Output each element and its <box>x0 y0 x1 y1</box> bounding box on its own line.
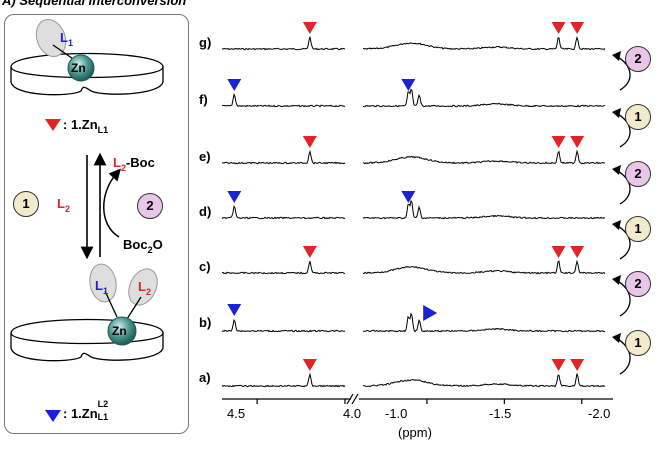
tick-label-minus-1-5: -1.5 <box>489 406 512 421</box>
nmr-stack-plot <box>221 22 631 405</box>
marker-b-1 <box>227 304 242 316</box>
step-arrowhead-2 <box>612 165 621 175</box>
marker-g-3 <box>570 22 585 34</box>
trace-label-a: a) <box>199 370 211 385</box>
trace-c-left-segment <box>221 260 346 275</box>
top-macrocycle <box>10 19 164 96</box>
step-badge-c: 2 <box>625 271 651 297</box>
marker-c-1 <box>302 246 317 258</box>
scheme-drawing <box>10 19 164 422</box>
nmr-spectra-panel <box>190 0 660 446</box>
trace-f-left-segment <box>221 92 346 108</box>
trace-label-d: d) <box>199 204 212 219</box>
step-badge-b: 1 <box>625 330 651 356</box>
tick-label-4-5: 4.5 <box>227 406 246 421</box>
marker-b-2 <box>423 305 438 321</box>
step-arrow-1 <box>615 112 631 148</box>
marker-e-1 <box>302 136 317 148</box>
step-arrowhead-1 <box>612 108 621 118</box>
step-arrow-3 <box>615 224 631 260</box>
marker-e-3 <box>570 136 585 148</box>
red-marker-icon <box>45 119 61 131</box>
marker-a-3 <box>570 359 585 371</box>
step-arrowhead-4 <box>612 275 621 285</box>
trace-e-right-segment <box>362 149 606 165</box>
trace-c-right-segment <box>362 259 606 275</box>
reaction-scheme-panel: L1 Zn : 1.ZnL1 1 L2 2 L2-Boc Boc2O L1 L2… <box>4 14 189 434</box>
step-arrow-5 <box>615 337 631 375</box>
marker-d-1 <box>227 191 242 203</box>
step-arrow-2 <box>615 169 631 205</box>
marker-g-2 <box>551 22 566 34</box>
step-arrowhead-3 <box>612 220 621 230</box>
trace-e-left-segment <box>221 149 346 165</box>
step-badge-d: 1 <box>625 216 651 242</box>
tick-label-minus-2-0: -2.0 <box>588 406 611 421</box>
l2-reagent-label: L2 <box>57 196 70 214</box>
trace-a-right-segment <box>362 373 606 388</box>
figure-heading: A) Sequential interconversion <box>2 0 187 8</box>
top-legend: : 1.ZnL1 <box>63 117 109 135</box>
marker-a-1 <box>302 359 317 371</box>
boc2o-reagent-label: Boc2O <box>123 237 163 255</box>
top-metal-label: Zn <box>71 61 86 75</box>
trace-d-left-segment <box>221 205 346 220</box>
step-arrow-4 <box>615 279 631 317</box>
trace-g-right-segment <box>362 35 606 51</box>
trace-label-b: b) <box>199 315 212 330</box>
boc-curved-arrow <box>103 168 122 238</box>
trace-label-c: c) <box>199 259 211 274</box>
step-badge-g: 2 <box>625 46 651 72</box>
step-arrowhead-0 <box>612 51 621 61</box>
step-badge-f: 1 <box>625 104 651 130</box>
trace-label-g: g) <box>199 35 212 50</box>
axis-break-mark-1 <box>346 393 354 405</box>
marker-a-2 <box>551 359 566 371</box>
trace-b-left-segment <box>221 318 346 333</box>
step-badge-e: 2 <box>625 161 651 187</box>
step-arrow-0 <box>615 55 631 91</box>
x-axis-title: (ppm) <box>398 425 432 440</box>
step-one-badge: 1 <box>13 191 39 217</box>
trace-f-right-segment <box>362 88 605 108</box>
l2-boc-product-label: L2-Boc <box>113 155 155 173</box>
tick-label-minus-1-0: -1.0 <box>385 406 408 421</box>
step-two-badge: 2 <box>137 193 163 219</box>
marker-g-1 <box>302 22 317 34</box>
trace-label-e: e) <box>199 149 211 164</box>
marker-f-2 <box>401 79 416 91</box>
bottom-metal-label: Zn <box>112 324 127 338</box>
marker-c-2 <box>551 246 566 258</box>
bottom-macrocycle <box>10 263 164 362</box>
blue-marker-icon <box>45 410 61 422</box>
top-ligand-label: L1 <box>60 30 73 48</box>
bottom-legend: : 1.Zn L2 L1 <box>63 399 109 422</box>
trace-a-left-segment <box>221 372 346 388</box>
axis-break-mark-2 <box>351 393 359 405</box>
step-arrowhead-5 <box>612 333 621 343</box>
tick-label-4-0: 4.0 <box>343 406 362 421</box>
trace-d-right-segment <box>362 199 606 220</box>
marker-f-1 <box>227 79 242 91</box>
marker-c-3 <box>570 246 585 258</box>
bottom-l1-label: L1 <box>95 278 108 296</box>
bottom-l2-label: L2 <box>138 279 151 297</box>
trace-b-right-segment <box>362 312 606 333</box>
trace-g-left-segment <box>221 36 346 51</box>
trace-label-f: f) <box>199 92 208 107</box>
marker-d-2 <box>401 191 416 203</box>
marker-e-2 <box>551 136 566 148</box>
